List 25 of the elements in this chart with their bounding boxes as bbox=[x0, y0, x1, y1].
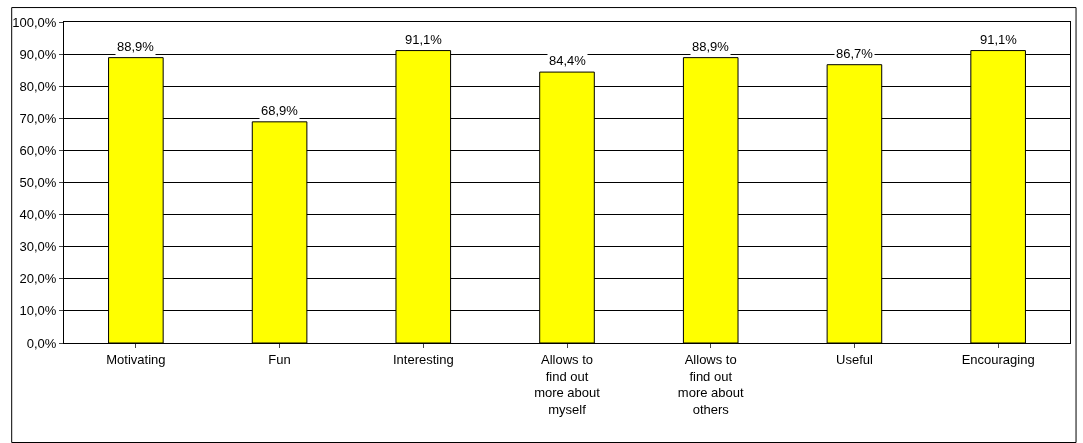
y-tick-label: 50,0% bbox=[19, 175, 57, 191]
data-label: 84,4% bbox=[549, 53, 587, 68]
y-tick-label: 10,0% bbox=[19, 303, 57, 319]
data-label: 88,9% bbox=[117, 39, 155, 54]
data-label: 86,7% bbox=[836, 46, 874, 61]
data-label: 88,9% bbox=[692, 39, 730, 54]
x-tick-label: Interesting bbox=[392, 351, 454, 367]
data-label: 68,9% bbox=[261, 103, 299, 118]
y-tick-label: 40,0% bbox=[19, 207, 57, 223]
data-label: 91,1% bbox=[405, 32, 443, 47]
y-tick-label: 30,0% bbox=[19, 239, 57, 255]
x-tick-label: Allows to find out more about myself bbox=[534, 351, 601, 418]
y-tick-label: 0,0% bbox=[26, 335, 57, 351]
data-label: 91,1% bbox=[980, 32, 1018, 47]
y-tick-label: 80,0% bbox=[19, 78, 57, 94]
y-tick-label: 90,0% bbox=[19, 46, 57, 62]
x-tick-label: Allows to find out more about others bbox=[677, 351, 744, 418]
x-tick-label: Encouraging bbox=[961, 351, 1035, 367]
x-tick-label: Motivating bbox=[106, 351, 166, 367]
y-tick-label: 20,0% bbox=[19, 271, 57, 287]
x-tick-label: Fun bbox=[268, 351, 291, 367]
x-tick-label: Useful bbox=[836, 351, 873, 367]
y-tick-label: 100,0% bbox=[12, 14, 57, 30]
y-tick-label: 70,0% bbox=[19, 110, 57, 126]
y-tick-label: 60,0% bbox=[19, 142, 57, 158]
